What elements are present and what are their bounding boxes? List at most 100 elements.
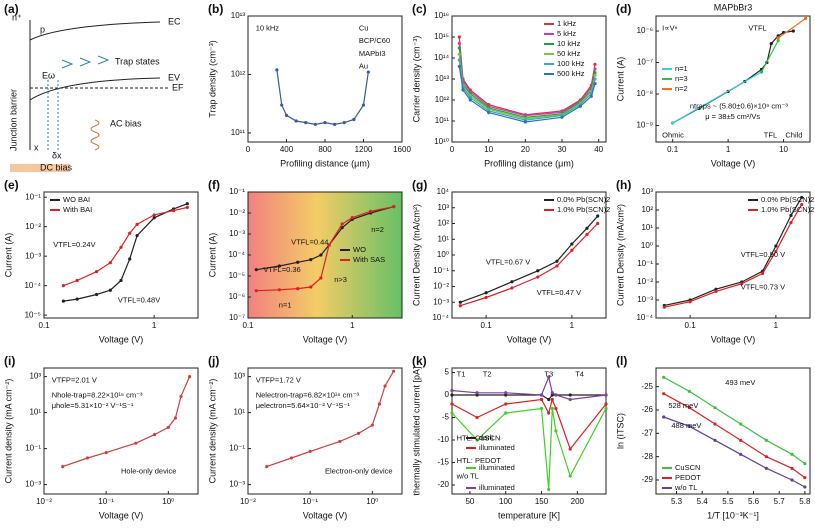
y-tick-label: -25 — [641, 382, 653, 391]
x-tick-label: 20 — [521, 145, 530, 154]
annotation: MAPbI3 — [359, 49, 386, 58]
x-tick-label: 30 — [558, 145, 567, 154]
panel-label: (h) — [616, 178, 631, 192]
x-tick-label: 5.4 — [697, 497, 709, 506]
y-tick-label: 10¹¹ — [435, 116, 450, 125]
plot-frame — [451, 15, 607, 143]
data-point — [128, 231, 132, 235]
y-tick-label: 10¹² — [435, 95, 450, 104]
y-tick-label: 10⁻⁴ — [228, 250, 245, 259]
legend-label: illuminated — [479, 483, 515, 492]
y-tick-label: 10⁴ — [437, 187, 450, 196]
x-tick-label: 0.1 — [481, 321, 493, 330]
data-point — [152, 213, 156, 217]
x-tick-label: 100 — [499, 497, 513, 506]
diagram-label: EF — [172, 82, 184, 92]
annotation: VTFL=0.48V — [118, 295, 160, 304]
series-line — [777, 18, 806, 39]
y-tick-label: 10² — [641, 205, 653, 214]
data-point — [94, 269, 99, 274]
data-point — [457, 41, 461, 45]
legend-label: 0.0% Pb(SCN)2 — [761, 195, 814, 204]
data-point — [687, 389, 691, 393]
x-tick-label: 5.3 — [671, 497, 683, 506]
y-tick-label: 10³ — [29, 372, 41, 381]
y-tick-label: 10² — [437, 219, 449, 228]
data-point — [327, 243, 331, 247]
legend-label: illuminated — [479, 443, 515, 452]
panel-label: (j) — [208, 354, 219, 368]
data-point — [171, 209, 176, 213]
data-point — [769, 41, 773, 46]
panel-label: (d) — [616, 2, 631, 16]
x-tick-label: 10 — [779, 145, 788, 154]
data-point — [461, 88, 465, 92]
data-point — [539, 397, 544, 402]
annotation: n=2 — [371, 225, 384, 234]
data-point — [662, 392, 666, 396]
x-tick-label: 5.6 — [748, 497, 760, 506]
data-point — [128, 257, 132, 261]
annotation: ntraps ~ (5.80±0.6)×10⁹ cm⁻³ — [690, 102, 789, 111]
x-tick-label: 0 — [246, 145, 251, 154]
data-point — [119, 278, 123, 283]
x-tick-label: 50 — [465, 497, 474, 506]
y-tick-label: 10³ — [437, 203, 449, 212]
diagram-label: DC bias — [40, 162, 73, 172]
data-point — [350, 216, 354, 220]
data-point — [776, 38, 780, 43]
data-point — [319, 253, 323, 257]
plot-frame — [655, 191, 811, 319]
data-point — [740, 282, 744, 286]
y-tick-label: 10⁻⁸ — [637, 89, 654, 98]
x-tick-label: 5.8 — [799, 497, 811, 506]
data-point — [550, 406, 554, 411]
data-point — [547, 397, 551, 402]
data-point — [547, 411, 551, 415]
data-point — [789, 220, 793, 225]
y-tick-label: -27 — [641, 428, 653, 437]
x-tick-label: 1 — [152, 321, 157, 330]
diagram-label: AC bias — [110, 118, 142, 128]
data-point — [108, 288, 112, 292]
data-point — [185, 202, 189, 206]
data-point — [475, 391, 479, 395]
legend-label: dark — [479, 433, 494, 442]
series-line — [460, 223, 599, 307]
x-tick-label: 40 — [594, 145, 603, 154]
y-axis-label: Current Density (mA/cm²) — [615, 204, 625, 306]
annotation: μhole=5.31×10⁻² V⁻¹S⁻¹ — [52, 401, 134, 410]
diagram-label: EV — [168, 72, 180, 82]
y-axis-label: Current Density (mA/cm²) — [411, 204, 421, 306]
data-point — [764, 466, 768, 470]
data-point — [759, 70, 764, 74]
data-point — [265, 464, 269, 469]
series-line — [760, 40, 779, 73]
data-point — [475, 415, 479, 420]
data-point — [340, 226, 344, 230]
data-point — [254, 289, 258, 293]
legend-label: 1.0% Pb(SCN)2 — [557, 205, 610, 214]
plot-frame — [43, 191, 199, 319]
annotation: μelectron=5.64×10⁻² V⁻¹S⁻¹ — [256, 401, 351, 410]
data-point — [366, 70, 370, 74]
data-point — [764, 455, 768, 459]
chart-title: MAPbBr3 — [714, 2, 753, 12]
data-point — [803, 485, 807, 489]
data-point — [377, 402, 382, 406]
data-point — [504, 393, 508, 397]
data-point — [671, 121, 675, 125]
diagram-label: Eω — [42, 70, 55, 80]
y-axis-label: ln (ITSC) — [615, 413, 625, 449]
data-point — [277, 288, 281, 292]
data-point — [119, 245, 123, 249]
data-point — [323, 121, 327, 125]
data-point — [585, 232, 589, 237]
data-point — [319, 276, 323, 280]
data-point — [593, 71, 597, 75]
data-point — [791, 29, 795, 33]
y-tick-label: 10⁻⁴ — [432, 313, 449, 322]
y-tick-label: 10¹ — [29, 408, 41, 417]
legend-label: CuSCN — [675, 463, 700, 472]
x-tick-label: 10 — [484, 145, 493, 154]
